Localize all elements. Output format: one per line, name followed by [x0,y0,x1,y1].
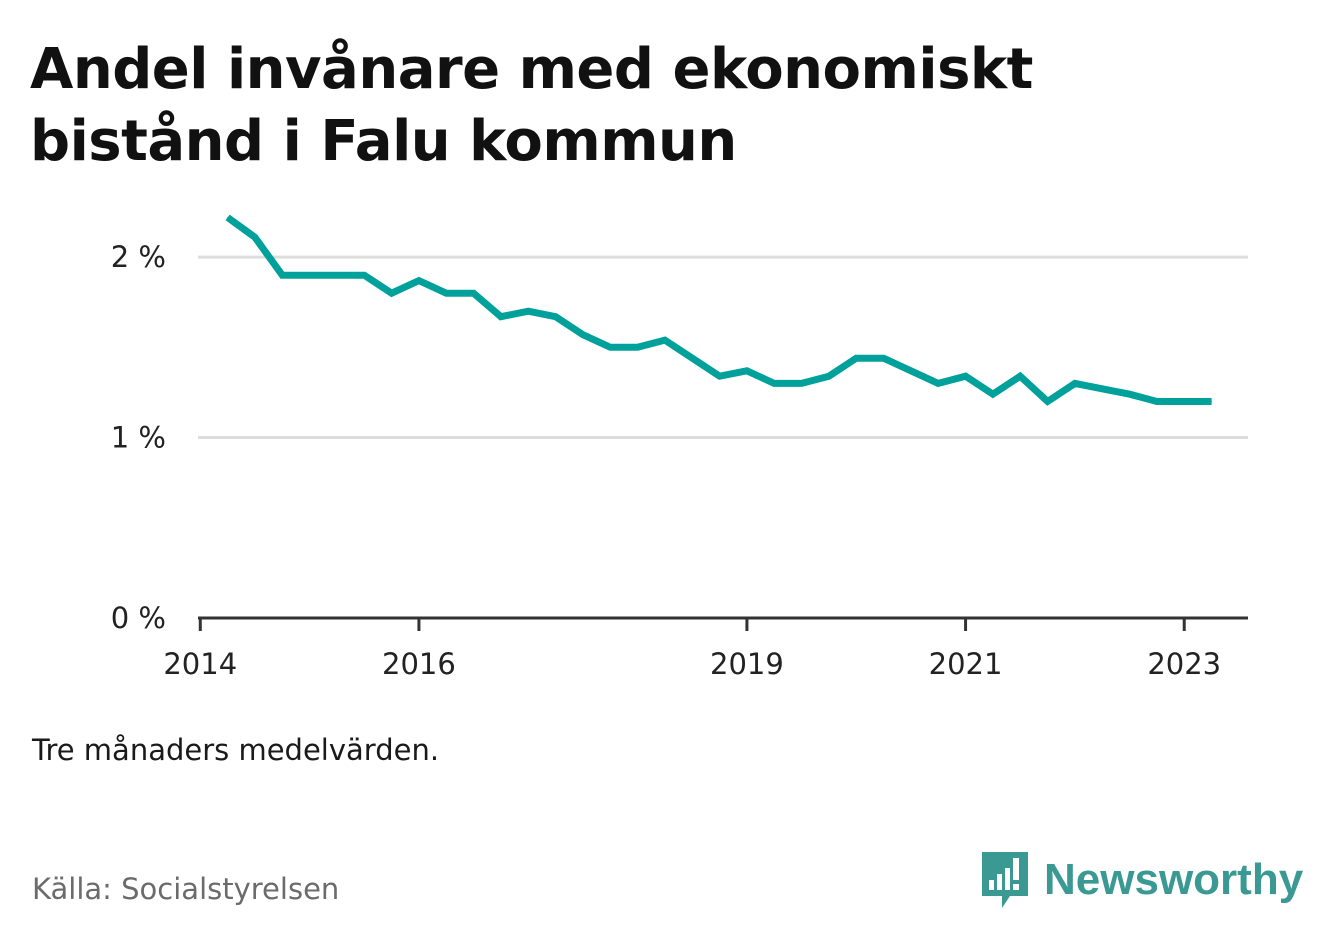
data-point [582,334,584,336]
grid-layer [198,255,1248,440]
data-point [965,375,967,377]
data-point [664,339,666,341]
chart-note: Tre månaders medelvärden. [32,733,440,767]
data-point [445,292,447,294]
x-tick-label: 2016 [382,647,456,681]
data-point [719,375,721,377]
axis-layer: 0 % 1 % 2 % 2014 2016 2019 2021 2023 [111,240,1248,681]
source-text: Källa: Socialstyrelsen [32,872,340,906]
data-point [773,382,775,384]
series-layer [225,214,1213,406]
brand-name: Newsworthy [1044,855,1304,904]
x-tick-label: 2021 [929,647,1003,681]
data-point [637,346,639,348]
x-tick-label: 2023 [1147,647,1221,681]
data-point [855,357,857,359]
data-point [1047,401,1049,402]
x-tick-label: 2019 [710,647,784,681]
data-point [992,393,994,395]
data-point [1129,393,1131,395]
data-point [801,382,803,384]
data-point [527,310,529,312]
data-point [418,280,420,282]
series-line [225,214,1212,406]
x-tick-label: 2014 [163,647,237,681]
data-point [609,346,611,348]
data-point [391,292,393,294]
y-tick-label: 2 % [111,240,166,274]
data-point [254,236,256,238]
data-point [691,357,693,359]
data-point [555,316,557,318]
data-point [937,382,939,384]
data-point [281,274,283,276]
data-point [1101,388,1103,390]
data-point [1019,375,1021,377]
data-point [336,274,338,276]
line-chart: 0 % 1 % 2 % 2014 2016 2019 2021 2023 [111,214,1248,681]
data-point [1183,401,1185,402]
y-tick-label: 1 % [111,421,166,455]
y-tick-label: 0 % [111,601,166,635]
data-point [227,216,229,218]
data-point [473,292,475,294]
data-point [883,357,885,359]
data-point [746,370,748,372]
data-point [1074,382,1076,384]
data-point [1211,401,1213,402]
data-point [910,370,912,372]
data-point [1156,401,1158,402]
data-point [363,274,365,276]
data-point [309,274,311,276]
newsworthy-logo-icon [982,852,1028,908]
chart-title: Andel invånare med ekonomiskt bistånd i … [30,37,1033,174]
data-point [828,375,830,377]
brand-logo: Newsworthy [980,850,1303,910]
data-point [500,316,502,318]
